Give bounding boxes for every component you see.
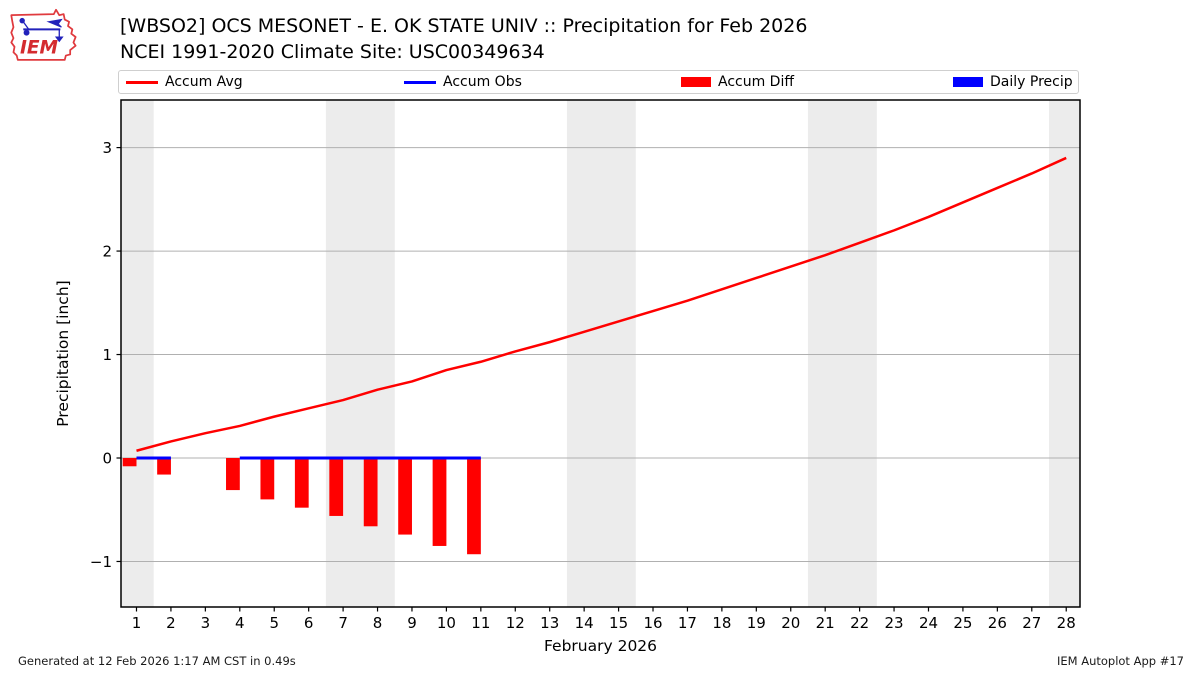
legend-label: Accum Avg bbox=[165, 74, 243, 90]
svg-text:0: 0 bbox=[102, 450, 112, 468]
svg-text:18: 18 bbox=[712, 614, 731, 632]
legend-swatch bbox=[953, 77, 983, 87]
svg-text:20: 20 bbox=[781, 614, 800, 632]
y-axis-ticks: −1 0 1 2 3 bbox=[90, 139, 121, 571]
svg-text:3: 3 bbox=[201, 614, 211, 632]
chart-title: [WBSO2] OCS MESONET - E. OK STATE UNIV :… bbox=[120, 15, 808, 37]
x-axis-label: February 2026 bbox=[544, 637, 657, 655]
svg-text:9: 9 bbox=[407, 614, 417, 632]
svg-text:24: 24 bbox=[919, 614, 938, 632]
legend-label: Accum Obs bbox=[443, 74, 522, 90]
legend-swatch bbox=[681, 77, 711, 87]
svg-text:7: 7 bbox=[338, 614, 348, 632]
svg-text:5: 5 bbox=[269, 614, 279, 632]
chart-legend: Accum Avg Accum Obs Accum Diff Daily Precip bbox=[118, 70, 1079, 94]
legend-label: Daily Precip bbox=[990, 74, 1073, 90]
chart-subtitle: NCEI 1991-2020 Climate Site: USC00349634 bbox=[120, 41, 545, 63]
bars-accum-diff bbox=[122, 458, 481, 555]
line-accum-avg bbox=[136, 156, 1067, 452]
svg-text:26: 26 bbox=[988, 614, 1007, 632]
svg-text:22: 22 bbox=[850, 614, 869, 632]
svg-text:28: 28 bbox=[1057, 614, 1076, 632]
svg-text:12: 12 bbox=[506, 614, 525, 632]
plot-border bbox=[120, 99, 1081, 608]
svg-text:23: 23 bbox=[885, 614, 904, 632]
svg-text:27: 27 bbox=[1022, 614, 1041, 632]
svg-text:−1: −1 bbox=[90, 553, 112, 571]
svg-text:1: 1 bbox=[132, 614, 142, 632]
svg-text:15: 15 bbox=[609, 614, 628, 632]
legend-swatch bbox=[404, 80, 436, 84]
y-axis-label: Precipitation [inch] bbox=[54, 280, 72, 426]
iem-logo: IEM bbox=[8, 6, 80, 68]
iowa-outline-icon: IEM bbox=[10, 8, 77, 61]
legend-item-accum-obs: Accum Obs bbox=[404, 71, 522, 93]
svg-text:3: 3 bbox=[102, 139, 112, 157]
chart-titles: [WBSO2] OCS MESONET - E. OK STATE UNIV :… bbox=[120, 13, 807, 65]
svg-text:4: 4 bbox=[235, 614, 245, 632]
svg-text:2: 2 bbox=[102, 243, 112, 261]
svg-text:16: 16 bbox=[643, 614, 662, 632]
svg-text:11: 11 bbox=[471, 614, 490, 632]
weekend-bands bbox=[121, 100, 1080, 607]
svg-text:13: 13 bbox=[540, 614, 559, 632]
svg-text:10: 10 bbox=[437, 614, 456, 632]
autoplot-app-text: IEM Autoplot App #17 bbox=[1056, 654, 1184, 668]
svg-text:21: 21 bbox=[816, 614, 835, 632]
svg-text:14: 14 bbox=[575, 614, 594, 632]
legend-label: Accum Diff bbox=[718, 74, 795, 90]
iem-logo-text: IEM bbox=[20, 37, 59, 58]
legend-item-accum-avg: Accum Avg bbox=[126, 71, 243, 93]
svg-text:6: 6 bbox=[304, 614, 314, 632]
legend-swatch bbox=[126, 80, 158, 84]
generated-at-text: Generated at 12 Feb 2026 1:17 AM CST in … bbox=[18, 654, 296, 668]
svg-text:1: 1 bbox=[102, 346, 112, 364]
weathervane-icon bbox=[19, 17, 64, 43]
svg-text:8: 8 bbox=[373, 614, 383, 632]
svg-text:19: 19 bbox=[747, 614, 766, 632]
svg-text:25: 25 bbox=[953, 614, 972, 632]
svg-text:2: 2 bbox=[166, 614, 176, 632]
legend-item-accum-diff: Accum Diff bbox=[681, 71, 794, 93]
svg-text:17: 17 bbox=[678, 614, 697, 632]
x-axis-ticks: 1 2 3 4 5 6 7 8 9 10 11 12 13 14 15 16 17 18 19 20 21 22 23 24 2… bbox=[132, 607, 1076, 632]
legend-item-daily-precip: Daily Precip bbox=[953, 71, 1073, 93]
